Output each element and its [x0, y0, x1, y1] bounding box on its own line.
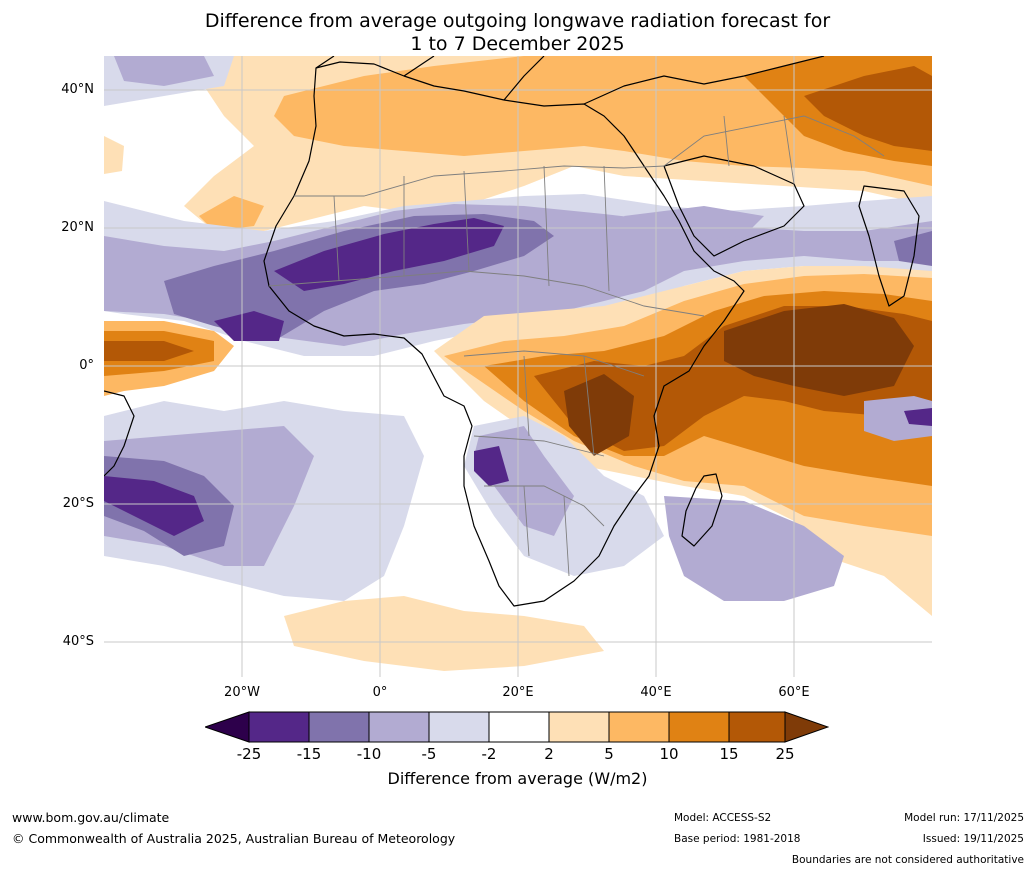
colorbar-tick-25: 25 [775, 745, 795, 763]
europe-coastline [315, 56, 825, 105]
colorbar-label: Difference from average (W/m2) [387, 769, 648, 788]
lon-label-20e: 20°E [502, 685, 534, 700]
anomaly-region-tropical-deep-purple-west [214, 311, 284, 341]
colorbar-swatch-1 [248, 711, 310, 743]
footer-copyright: © Commonwealth of Australia 2025, Austra… [12, 831, 456, 846]
olr-anomaly-map [104, 56, 932, 677]
anomaly-region-northwest-purple [114, 56, 214, 86]
footer-model: Model: ACCESS-S2 [674, 812, 772, 824]
colorbar-swatch-5 [488, 711, 550, 743]
madagascar-coastline [681, 473, 723, 547]
anomaly-region-south-light-orange [284, 596, 604, 671]
anomaly-region-equatorial-west-brown [104, 341, 194, 361]
africa-coastline [263, 61, 745, 607]
border-southern-africa [484, 485, 605, 577]
anomaly-region-north-brown [804, 66, 932, 151]
border-west-africa-vertical [333, 165, 610, 292]
anomaly-region-southern-africa-deep-purple [474, 446, 509, 486]
colorbar-swatch-6 [548, 711, 610, 743]
lat-label-40n: 40°N [61, 82, 94, 97]
title-line-2: 1 to 7 December 2025 [410, 33, 625, 55]
coastlines [104, 56, 920, 607]
footer-website: www.bom.gov.au/climate [12, 810, 170, 825]
anomaly-region-indian-se-purple [904, 408, 932, 426]
colorbar-tick-15: 15 [719, 745, 739, 763]
colorbar [205, 711, 829, 743]
colorbar-swatch-9 [728, 711, 786, 743]
country-borders [268, 115, 885, 577]
colorbar-tick-minus10: -10 [356, 745, 382, 763]
colorbar-tick-5: 5 [604, 745, 614, 763]
anomaly-region-indian-se-lavender [864, 396, 932, 441]
border-sahara-north [294, 165, 665, 197]
colorbar-swatch-2 [308, 711, 370, 743]
colorbar-swatch-min [205, 711, 250, 743]
colorbar-swatch-8 [668, 711, 730, 743]
colorbar-tick-10: 10 [659, 745, 679, 763]
colorbar-tick-minus5: -5 [421, 745, 437, 763]
lat-label-20n: 20°N [61, 220, 94, 235]
anomaly-region-mideast-lavender [624, 206, 764, 241]
colorbar-swatch-max [784, 711, 829, 743]
anomaly-region-tropical-deep-purple [274, 218, 504, 291]
lon-label-20w: 20°W [224, 685, 260, 700]
colorbar-tick-minus15: -15 [296, 745, 322, 763]
anomaly-region-west-light-orange [104, 136, 124, 174]
border-central-africa [463, 350, 645, 457]
lon-label-60e: 60°E [778, 685, 810, 700]
title-line-1: Difference from average outgoing longwav… [204, 10, 831, 32]
india-coastline [858, 185, 920, 307]
lon-label-40e: 40°E [640, 685, 672, 700]
anomaly-region-south-deep-purple [104, 476, 204, 536]
colorbar-swatch-4 [428, 711, 490, 743]
footer-base-period: Base period: 1981-2018 [674, 833, 801, 845]
colorbar-tick-minus25: -25 [236, 745, 262, 763]
lon-label-0: 0° [372, 685, 388, 700]
border-middle-east [663, 115, 885, 185]
anomaly-region-indian-deep-brown [724, 304, 914, 396]
footer-model-run: Model run: 17/11/2025 [904, 812, 1024, 824]
colorbar-tick-minus2: -2 [481, 745, 497, 763]
footer-issued: Issued: 19/11/2025 [922, 833, 1024, 845]
colorbar-swatch-3 [368, 711, 430, 743]
anomaly-region-central-africa-deep-brown [564, 374, 634, 456]
anomaly-region-north-light-orange-small [199, 196, 264, 231]
lat-label-20s: 20°S [62, 496, 94, 511]
anomaly-region-east-purple [894, 231, 932, 266]
gridlines [104, 56, 932, 677]
border-sahel [268, 270, 705, 317]
arabia-coastline [663, 155, 805, 257]
lat-label-eq: 0° [79, 358, 94, 373]
footer-disclaimer: Boundaries are not considered authoritat… [791, 854, 1024, 866]
anomaly-region-madagascar-purple [664, 496, 844, 601]
south-america-coastline [104, 390, 135, 477]
colorbar-swatch-7 [608, 711, 670, 743]
chart-title: Difference from average outgoing longwav… [0, 10, 1035, 56]
colorbar-tick-2: 2 [544, 745, 554, 763]
lat-label-40s: 40°S [62, 634, 94, 649]
